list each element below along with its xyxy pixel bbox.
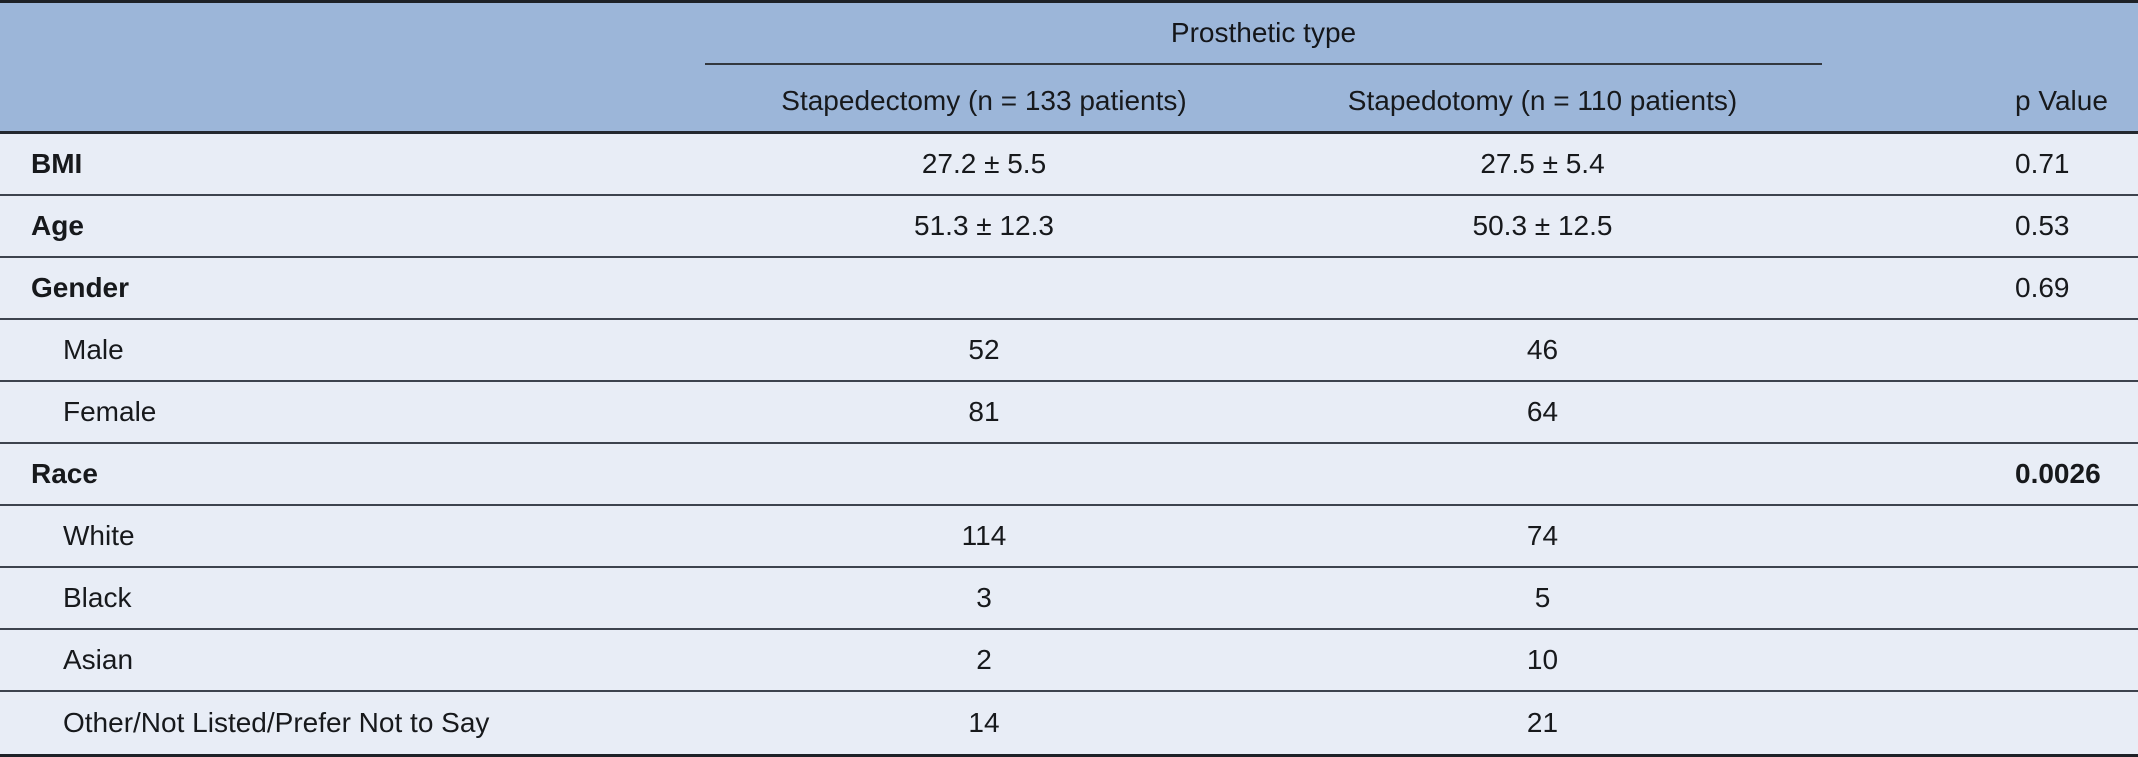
stapedectomy-value: 51.3 ± 12.3 [914,210,1054,241]
p-value: 0.0026 [2015,458,2101,489]
table-row-age: Age 51.3 ± 12.3 50.3 ± 12.5 0.53 [0,196,2138,258]
stapedectomy-value: 114 [961,520,1007,551]
p-value: 0.71 [2015,148,2070,179]
row-label: Male [63,334,124,365]
stapedotomy-value: 27.5 ± 5.4 [1480,148,1605,179]
stapedectomy-value: 3 [976,582,992,613]
table-body: BMI 27.2 ± 5.5 27.5 ± 5.4 0.71 Age 51.3 … [0,134,2138,754]
row-label: Asian [63,644,134,675]
column-header-stapedectomy: Stapedectomy (n = 133 patients) [781,85,1187,116]
column-header-stapedotomy: Stapedotomy (n = 110 patients) [1347,85,1738,116]
table-row-other: Other/Not Listed/Prefer Not to Say 14 21 [0,692,2138,754]
column-header-pvalue: p Value [2015,85,2108,116]
row-label: BMI [31,148,83,179]
table-row-white: White 114 74 [0,506,2138,568]
table-row-female: Female 81 64 [0,382,2138,444]
row-label: White [63,520,135,551]
row-label: Age [31,210,84,241]
spanning-header-underline [705,63,1822,65]
row-label: Gender [31,272,130,303]
row-label: Female [63,396,157,427]
table-row-bmi: BMI 27.2 ± 5.5 27.5 ± 5.4 0.71 [0,134,2138,196]
column-header-row: Stapedectomy (n = 133 patients) Stapedot… [0,65,2138,131]
stapedectomy-value: 52 [968,334,1000,365]
stapedectomy-value: 14 [968,707,1000,738]
spanning-header-row: Prosthetic type [0,3,2138,65]
stapedotomy-value: 74 [1526,520,1559,551]
table-header: Prosthetic type Stapedectomy (n = 133 pa… [0,3,2138,134]
row-label: Race [31,458,98,489]
spanning-header-label: Prosthetic type [1170,17,1357,48]
column-header-empty [0,117,705,131]
row-label: Black [63,582,132,613]
stapedotomy-value: 10 [1526,644,1559,675]
p-value: 0.53 [2015,210,2070,241]
stapedotomy-value: 21 [1526,707,1559,738]
p-value: 0.69 [2015,272,2070,303]
table-row-race: Race 0.0026 [0,444,2138,506]
table-row-gender: Gender 0.69 [0,258,2138,320]
stapedectomy-value: 27.2 ± 5.5 [921,148,1047,179]
stapedotomy-value: 5 [1534,582,1551,613]
table-row-black: Black 3 5 [0,568,2138,630]
stapedotomy-value: 64 [1526,396,1559,427]
stapedectomy-value: 81 [968,396,1000,427]
row-label: Other/Not Listed/Prefer Not to Say [63,707,490,738]
table-row-male: Male 52 46 [0,320,2138,382]
table-row-asian: Asian 2 10 [0,630,2138,692]
stapedotomy-value: 46 [1526,334,1559,365]
stapedectomy-value: 2 [976,644,992,675]
stapedotomy-value: 50.3 ± 12.5 [1472,210,1613,241]
